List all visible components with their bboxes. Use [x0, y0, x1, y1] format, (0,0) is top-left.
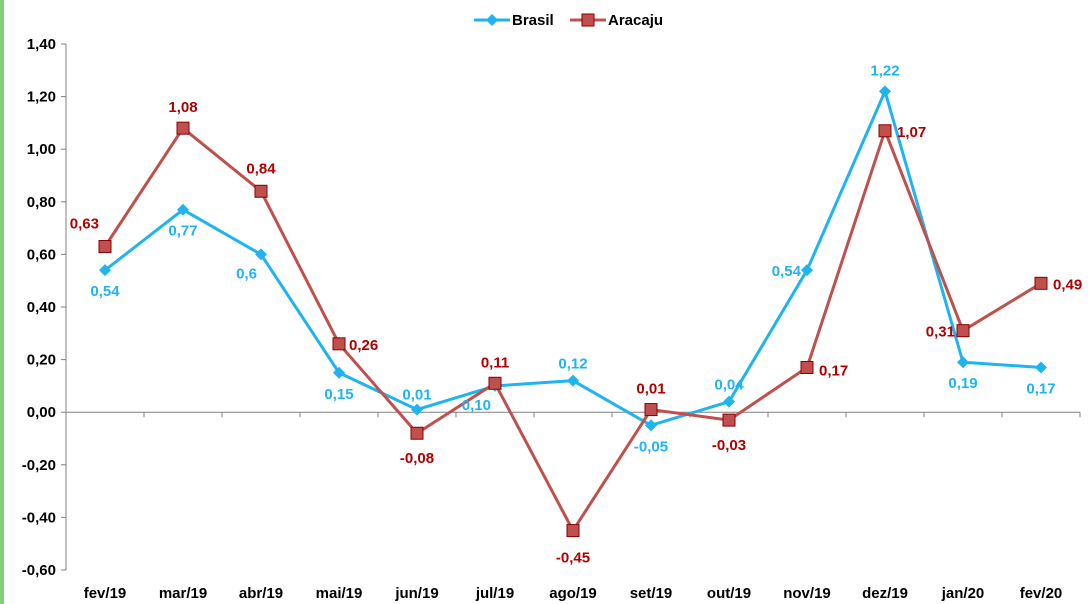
data-label-brasil: 0,04	[714, 377, 744, 394]
x-axis-ticks: fev/19 mar/19 abr/19 mai/19 jun/19 jul/19 ago/…	[65, 412, 1081, 602]
legend-label-brasil: Brasil	[512, 12, 554, 29]
marker-aracaju	[254, 184, 268, 198]
y-tick-label: -0,40	[22, 509, 56, 526]
marker-brasil	[333, 366, 345, 379]
x-tick-label: jul/19	[475, 585, 514, 602]
y-tick-label: 1,40	[27, 36, 56, 53]
data-label-aracaju: -0,08	[400, 450, 434, 467]
data-label-aracaju: 0,01	[636, 381, 665, 398]
data-label-aracaju: -0,45	[556, 550, 590, 567]
marker-brasil	[255, 248, 267, 261]
data-label-brasil: 0,10	[462, 397, 491, 414]
data-label-brasil: -0,05	[634, 438, 668, 455]
x-tick-label: jun/19	[394, 585, 438, 602]
data-label-aracaju: 1,07	[897, 124, 926, 141]
x-tick-label: mar/19	[159, 585, 207, 602]
marker-brasil	[723, 395, 735, 408]
marker-aracaju	[98, 240, 112, 254]
x-tick-label: jan/20	[941, 585, 985, 602]
y-tick-label: 0,20	[27, 352, 56, 369]
marker-aracaju	[332, 337, 346, 351]
data-label-brasil: 0,15	[324, 386, 353, 403]
marker-brasil	[879, 85, 891, 98]
legend-marker-aracaju	[581, 13, 595, 27]
marker-brasil	[99, 264, 111, 277]
marker-brasil	[645, 419, 657, 432]
x-tick-label: nov/19	[783, 585, 831, 602]
x-tick-label: ago/19	[549, 585, 597, 602]
marker-brasil	[801, 264, 813, 277]
data-label-brasil: 0,6	[236, 265, 257, 282]
x-tick-label: dez/19	[862, 585, 908, 602]
x-tick-label: fev/20	[1020, 585, 1063, 602]
data-label-brasil: 0,54	[90, 283, 120, 300]
y-tick-label: -0,60	[22, 562, 56, 579]
marker-brasil	[567, 374, 579, 387]
data-label-aracaju: 0,17	[819, 362, 848, 379]
marker-aracaju	[176, 121, 190, 135]
data-label-brasil: 0,01	[402, 387, 431, 404]
marker-aracaju	[800, 360, 814, 374]
data-label-brasil: 0,77	[168, 223, 197, 240]
marker-aracaju	[488, 376, 502, 390]
marker-aracaju	[410, 426, 424, 440]
axes	[65, 44, 1080, 570]
data-label-aracaju: 0,26	[349, 337, 378, 354]
data-label-brasil: 0,19	[948, 375, 977, 392]
marker-aracaju	[566, 524, 580, 538]
data-label-aracaju: 1,08	[168, 99, 197, 116]
legend-marker-brasil	[486, 14, 498, 26]
data-label-brasil: 1,22	[870, 62, 899, 79]
y-tick-label: 1,00	[27, 141, 56, 158]
series-line-aracaju	[103, 126, 1042, 533]
y-axis-ticks: -0,60 -0,40 -0,20 0,00 0,20 0,40 0,60 0,80 1,00 1…	[22, 36, 66, 579]
marker-aracaju	[722, 413, 736, 427]
y-tick-label: -0,20	[22, 457, 56, 474]
x-tick-label: fev/19	[84, 585, 127, 602]
y-tick-label: 0,40	[27, 299, 56, 316]
marker-brasil	[411, 403, 423, 416]
marker-brasil	[957, 356, 969, 369]
data-label-aracaju: -0,03	[712, 437, 746, 454]
data-label-aracaju: 0,11	[481, 354, 509, 371]
marker-aracaju	[878, 124, 892, 138]
marker-brasil	[1035, 361, 1047, 374]
series-markers	[98, 85, 1048, 538]
data-label-aracaju: 0,49	[1053, 276, 1082, 293]
y-tick-label: 0,80	[27, 194, 56, 211]
data-label-brasil: 0,17	[1026, 380, 1055, 397]
y-tick-label: 0,00	[27, 404, 56, 421]
data-label-aracaju: 0,63	[70, 216, 99, 233]
marker-brasil	[177, 203, 189, 216]
x-tick-label: out/19	[707, 585, 751, 602]
y-tick-label: 0,60	[27, 246, 56, 263]
legend-label-aracaju: Aracaju	[608, 12, 663, 29]
data-label-aracaju: 0,31	[926, 324, 955, 341]
data-label-brasil: 0,54	[772, 263, 802, 280]
legend: Brasil Aracaju	[474, 12, 663, 29]
data-label-aracaju: 0,84	[246, 160, 276, 177]
x-tick-label: abr/19	[239, 585, 283, 602]
marker-aracaju	[956, 324, 970, 338]
y-tick-label: 1,20	[27, 89, 56, 106]
x-tick-label: set/19	[630, 585, 673, 602]
x-tick-label: mai/19	[316, 585, 363, 602]
left-accent-bar	[0, 0, 4, 604]
marker-aracaju	[1034, 276, 1048, 290]
marker-aracaju	[644, 403, 658, 417]
data-labels: 0,54 0,77 0,6 0,15 0,01 0,10 0,12 -0,05 0,04 0,54…	[70, 62, 1082, 566]
series-lines	[103, 89, 1042, 533]
data-label-brasil: 0,12	[558, 356, 587, 373]
